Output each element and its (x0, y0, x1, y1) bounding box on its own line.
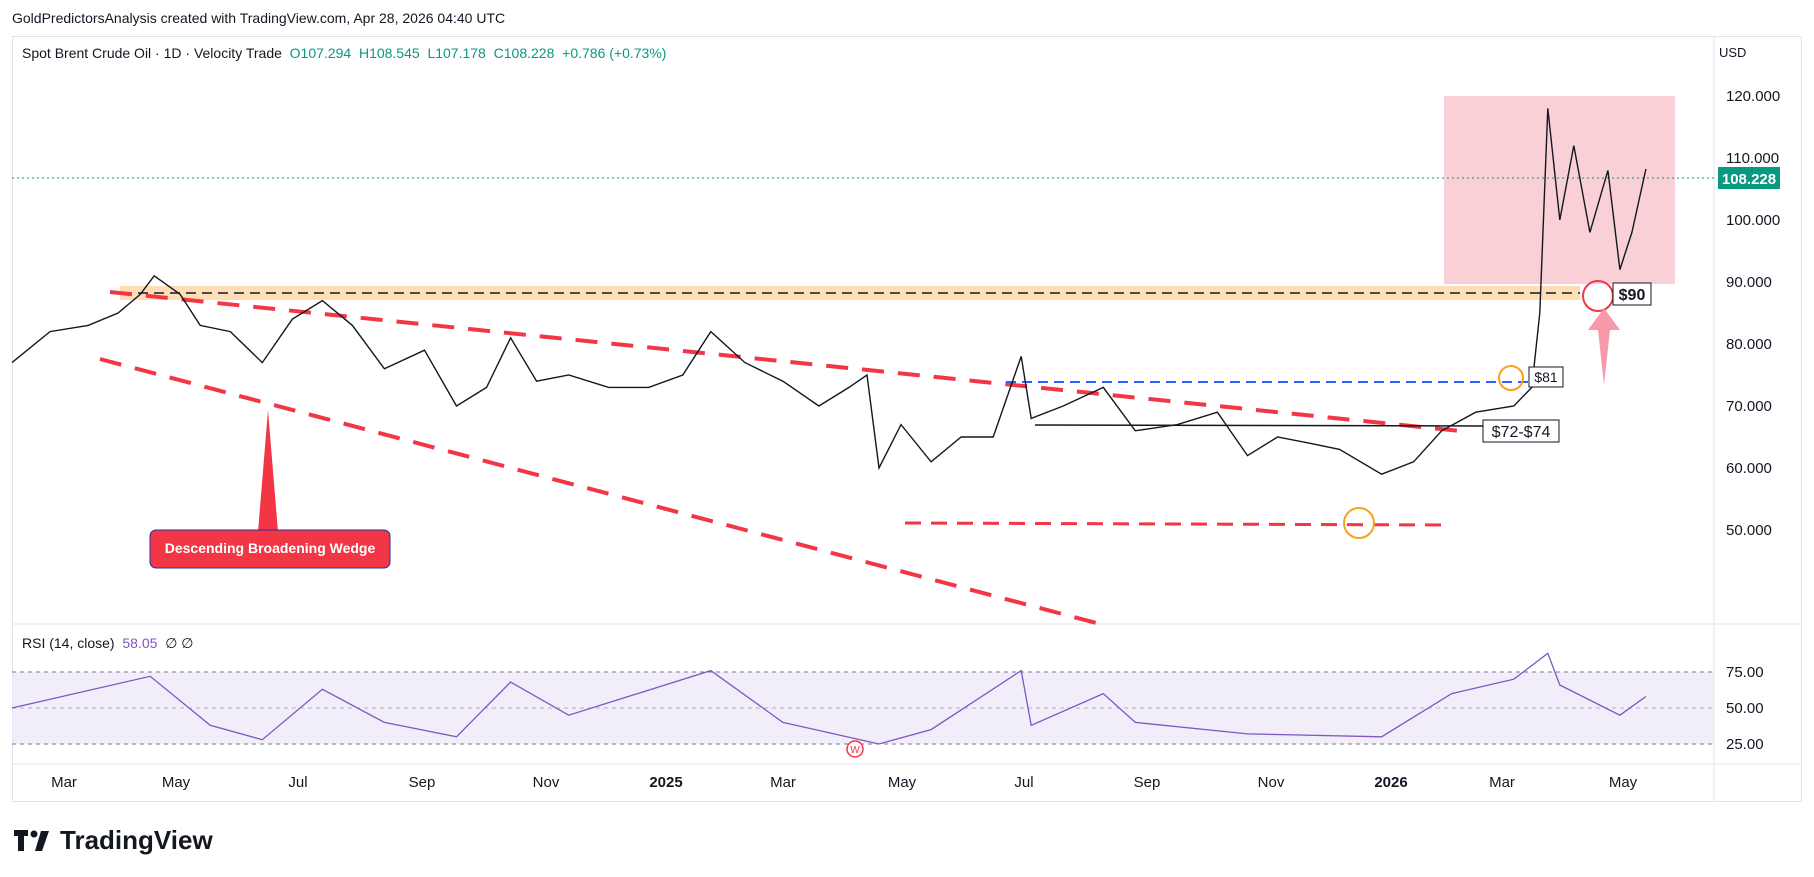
rsi-marker-label: W (850, 745, 860, 756)
rsi-axis: 75.00 50.00 25.00 (1726, 664, 1764, 753)
time-tick-label: Mar (770, 774, 796, 791)
rsi-value: 58.05 (122, 635, 158, 651)
time-tick-label: 2025 (649, 774, 682, 791)
price-tick-label: 100.000 (1726, 212, 1780, 229)
support-dashed-line (904, 521, 1446, 527)
black-resistance-line (1034, 424, 1484, 427)
rsi-tick-label: 75.00 (1726, 664, 1764, 681)
chart-frame (12, 36, 1802, 802)
close-value: C108.228 (493, 45, 555, 61)
change-value: +0.786 (+0.73%) (562, 45, 667, 61)
price-tick-label: 110.000 (1726, 150, 1779, 167)
time-tick-label: Jul (1014, 774, 1033, 791)
rsi-tick-label: 50.00 (1726, 700, 1764, 717)
time-tick-label: May (162, 774, 191, 791)
symbol-title[interactable]: Spot Brent Crude Oil · 1D · Velocity Tra… (22, 45, 282, 61)
support-circle (1343, 507, 1375, 539)
time-tick-label: May (1609, 774, 1638, 791)
rsi-marker-circle (846, 740, 864, 758)
time-tick-label: Nov (533, 774, 560, 791)
wedge-callout-label: Descending Broadening Wedge (165, 540, 376, 556)
price-tick-label: 80.000 (1726, 336, 1772, 353)
wedge-callout-pointer (258, 410, 278, 532)
wedge-upper-line (109, 290, 1471, 434)
tradingview-logo[interactable]: TradingView (14, 825, 213, 856)
level-81-label: $81 (1534, 369, 1558, 385)
up-arrow-icon (1588, 308, 1620, 385)
price-tick-label: 50.000 (1726, 522, 1772, 539)
rsi-tick-label: 25.00 (1726, 736, 1764, 753)
time-tick-label: Nov (1258, 774, 1285, 791)
retest-circle (1582, 280, 1614, 312)
high-value: H108.545 (358, 45, 420, 61)
time-tick-label: Jul (288, 774, 307, 791)
time-tick-label: Sep (409, 774, 436, 791)
price-tick-label: 60.000 (1726, 460, 1772, 477)
rsi-legend: RSI (14, close) 58.05 ∅ ∅ (22, 635, 193, 652)
time-tick-label: Mar (1489, 774, 1515, 791)
level-90-box (1612, 282, 1652, 306)
price-tick-label: 70.000 (1726, 398, 1772, 415)
currency-selector[interactable]: USD (1719, 45, 1747, 60)
time-tick-label: 2026 (1374, 774, 1407, 791)
tradingview-logo-text: TradingView (60, 825, 213, 855)
time-tick-label: May (888, 774, 917, 791)
low-value: L107.178 (427, 45, 486, 61)
level-72-74-label: $72-$74 (1492, 424, 1551, 441)
wedge-callout-box (149, 529, 391, 569)
level-72-74-box (1482, 419, 1560, 443)
tradingview-logo-icon (14, 829, 49, 851)
price-series-line (11, 108, 1647, 475)
open-value: O107.294 (289, 45, 352, 61)
level-90-label: $90 (1619, 287, 1646, 304)
time-tick-label: Sep (1134, 774, 1161, 791)
last-price-badge (1718, 167, 1780, 189)
level-81-box (1528, 366, 1564, 388)
last-price-label: 108.228 (1722, 171, 1776, 188)
rsi-series-line (11, 652, 1647, 745)
symbol-legend: Spot Brent Crude Oil · 1D · Velocity Tra… (22, 45, 666, 61)
chart-credit: GoldPredictorsAnalysis created with Trad… (12, 10, 506, 26)
rsi-extra: ∅ ∅ (165, 635, 194, 651)
price-tick-label: 120.000 (1726, 88, 1780, 105)
breakout-circle (1498, 365, 1524, 391)
rsi-title[interactable]: RSI (14, close) (22, 635, 115, 651)
price-tick-label: 90.000 (1726, 274, 1772, 291)
target-zone-box (1444, 96, 1675, 284)
time-axis[interactable]: Mar May Jul Sep Nov 2025 Mar May Jul Sep Nov 2026 Ma… (51, 774, 1638, 791)
wedge-lower-line (99, 357, 1101, 626)
time-tick-label: Mar (51, 774, 77, 791)
price-axis[interactable]: 120.000 110.000 100.000 90.000 80.000 70.000 6… (1726, 88, 1780, 539)
